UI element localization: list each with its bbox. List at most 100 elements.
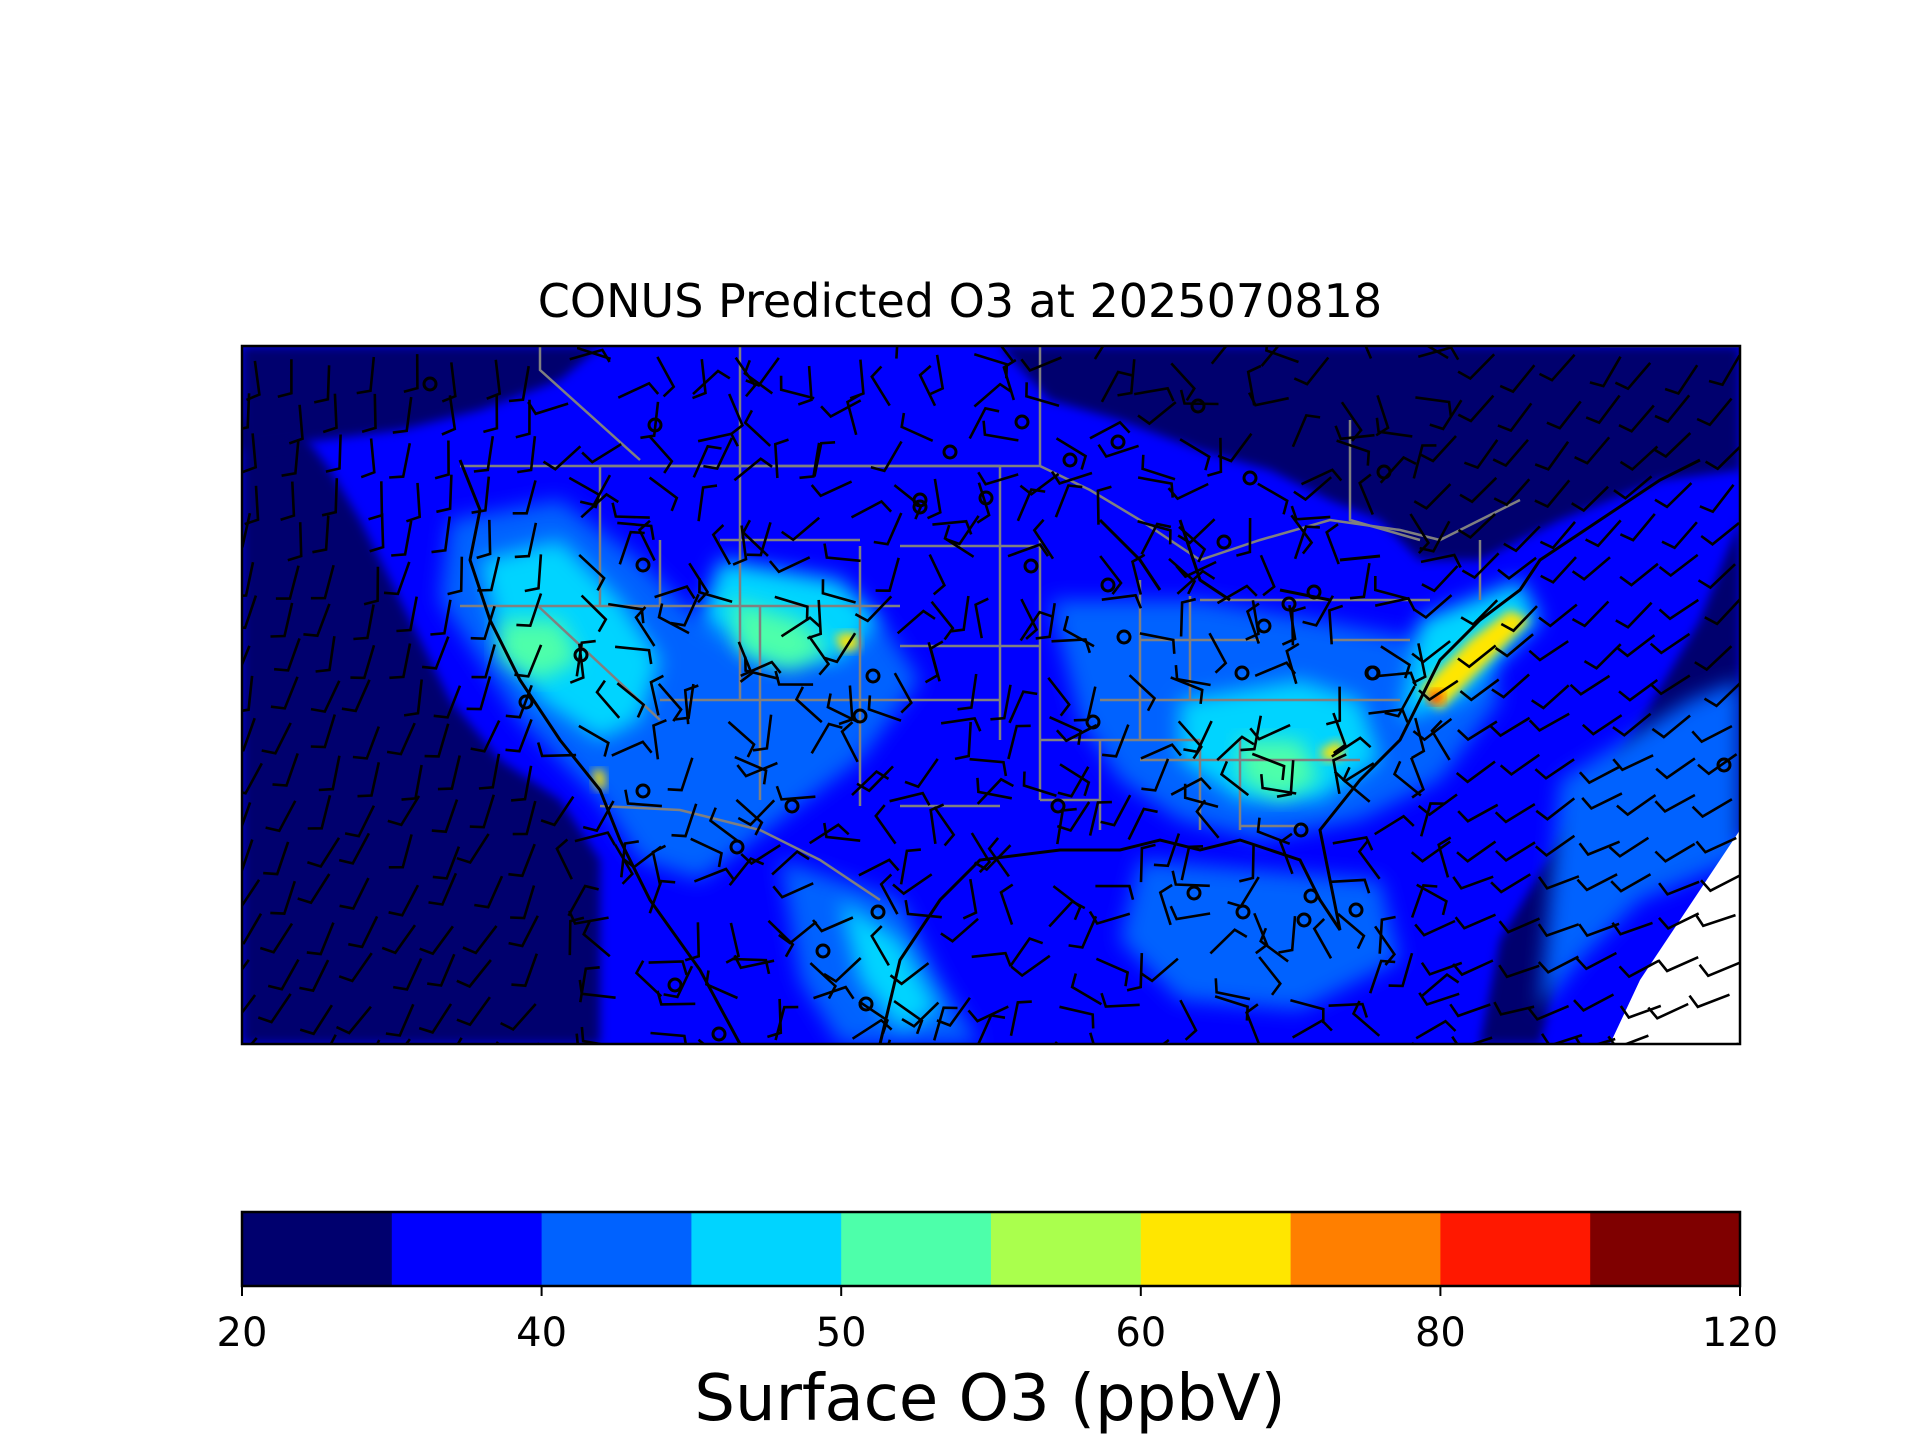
wind-barb [1416,883,1448,916]
wind-barb [1332,836,1374,851]
wind-barb [1259,554,1276,597]
wind-barb [1057,766,1090,798]
calm-station-marker [635,783,651,799]
wind-barb [1534,479,1571,509]
wind-barb [1490,873,1531,894]
colorbar-bin [1140,1212,1292,1286]
colorbar-bin [391,1212,543,1286]
wind-barb [1312,917,1333,959]
wind-barb [1265,346,1299,364]
wind-barb [508,365,530,403]
wind-barb [1051,638,1092,654]
wind-barb [918,364,937,407]
wind-barb [576,346,612,361]
wind-barb [310,680,341,714]
wind-barb [773,438,789,479]
calm-station-marker [711,1026,727,1042]
wind-barb [1325,523,1340,565]
calm-station-marker [1234,665,1250,681]
calm-station-marker [1190,398,1206,414]
wind-barb [1499,364,1536,394]
wind-barb [1618,678,1659,702]
wind-barb [1420,972,1460,998]
wind-barb [388,884,420,917]
wind-barb [1141,758,1170,792]
wind-barb [242,645,251,668]
wind-barb [310,714,337,749]
wind-barb [1376,671,1418,687]
wind-barb [431,799,459,834]
wind-barb [421,636,450,670]
wind-barb [930,600,955,641]
wind-barb [976,1013,1006,1044]
wind-barb [1619,513,1656,542]
wind-barb [813,441,836,477]
wind-barb [823,632,857,664]
wind-barb [1649,674,1691,696]
wind-barb [1454,913,1497,930]
wind-barb [624,789,662,808]
wind-barb [318,755,341,792]
wind-barb [1022,771,1057,797]
wind-barb [1179,999,1198,1041]
calm-station-marker [815,943,831,959]
wind-barb [1653,432,1692,459]
wind-barb [727,720,756,758]
wind-barb [1417,793,1458,817]
wind-barb [381,924,417,955]
wind-barb [353,604,375,641]
wind-barb [957,673,978,711]
wind-barb [1415,1019,1457,1040]
wind-barb [1139,632,1176,654]
wind-barb [1585,519,1622,548]
wind-barb [809,962,838,1000]
wind-barb [1020,356,1062,372]
wind-barb [1016,488,1046,522]
wind-barb [1539,521,1576,550]
calm-station-marker [1348,902,1364,918]
calm-station-marker [870,904,886,920]
wind-barb [728,393,744,435]
wind-barb [895,346,899,359]
wind-barb [432,846,461,880]
yellow-carolina [1320,740,1344,762]
wind-barb [303,603,331,638]
wind-barb [901,1001,940,1028]
wind-barb [474,875,504,909]
wind-barb [1117,359,1136,397]
wind-barb [1418,679,1459,702]
wind-barb [1010,954,1051,978]
wind-barb [431,516,451,554]
wind-barb [263,841,290,876]
wind-barb [1457,803,1499,823]
wind-barb [1179,389,1219,406]
wind-barb [771,849,810,876]
wind-barb [657,683,683,722]
wind-barb [1419,520,1451,553]
wind-barb [670,593,700,627]
wind-barb [514,522,538,559]
wind-barb [1534,834,1576,858]
wind-barb [1540,1033,1583,1044]
wind-barb [1260,346,1296,367]
wind-barb [595,679,621,719]
wind-barb [1421,565,1459,593]
wind-barb [774,670,814,686]
wind-barb [1417,346,1460,361]
wind-barb [1374,576,1409,601]
wind-barb [1530,684,1570,710]
wind-barb [1210,346,1228,365]
wind-barb [778,920,818,945]
wind-barb [1700,521,1740,546]
wind-barb [348,915,379,949]
wind-barb [483,394,499,434]
wind-barb [990,684,1012,721]
wind-barb [1009,936,1044,968]
wind-barb [1437,836,1452,878]
calm-station-marker [852,708,868,724]
wind-barb [648,435,674,474]
wind-barb [1137,401,1177,426]
wind-barb [1429,399,1463,431]
wind-barb [1258,956,1282,996]
wind-barb [1245,1003,1261,1044]
